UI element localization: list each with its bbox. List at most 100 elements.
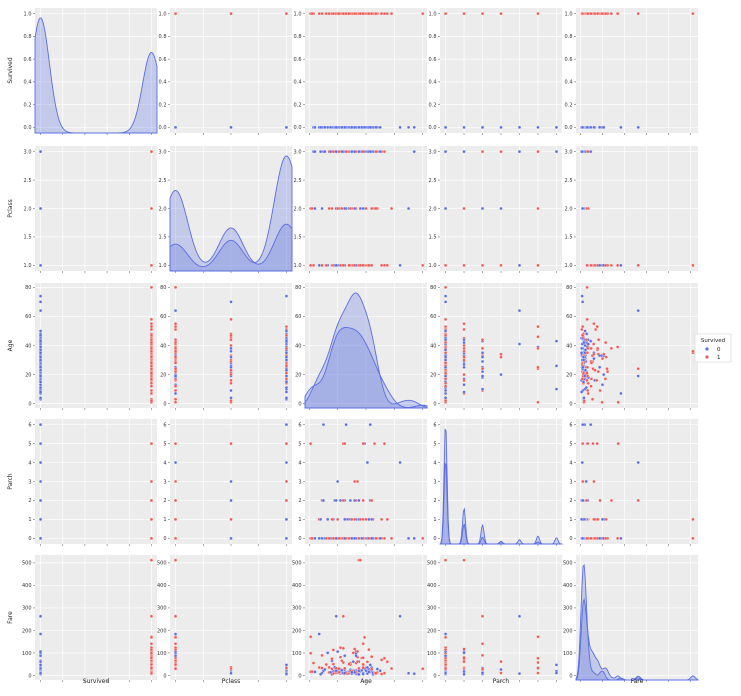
scatter-point [536, 335, 540, 339]
scatter-point [334, 669, 338, 673]
scatter-point [609, 346, 614, 351]
scatter-point [324, 263, 328, 267]
scatter-point [462, 358, 466, 362]
scatter-point [38, 308, 43, 313]
scatter-point [313, 536, 317, 540]
scatter-point [554, 387, 559, 391]
scatter-point [594, 327, 598, 332]
scatter-point [320, 666, 324, 670]
scatter-point [480, 374, 485, 378]
scatter-point [330, 206, 334, 211]
scatter-point [331, 648, 336, 652]
scatter-point [173, 635, 178, 640]
scatter-point [691, 536, 695, 540]
y-tick-label: 4 [163, 460, 166, 466]
scatter-point [370, 263, 374, 267]
y-tick-label: 300 [157, 606, 167, 612]
scatter-point [443, 371, 448, 375]
y-tick-label: 100 [563, 651, 573, 657]
scatter-point [149, 333, 154, 337]
y-tick-label: 1 [28, 517, 31, 523]
scatter-point [310, 12, 314, 16]
scatter-point [536, 150, 540, 154]
scatter-point [337, 150, 341, 154]
scatter-point [589, 384, 593, 388]
y-axis-label-fare: Fare [7, 611, 14, 624]
scatter-point [149, 361, 154, 365]
y-tick-label: 0.6 [294, 57, 302, 63]
scatter-point [480, 351, 485, 355]
scatter-point [345, 517, 350, 522]
scatter-point [536, 125, 540, 129]
scatter-point [310, 206, 314, 211]
scatter-point [229, 359, 233, 364]
y-tick-label: 0.0 [24, 125, 32, 131]
scatter-point [602, 125, 606, 129]
scatter-point [581, 479, 585, 484]
scatter-point [593, 368, 597, 372]
scatter-point [38, 654, 43, 658]
scatter-point [149, 327, 154, 332]
scatter-point [344, 423, 348, 427]
scatter-point [365, 460, 370, 465]
scatter-point [609, 12, 614, 16]
scatter-point [284, 517, 289, 522]
scatter-point [149, 317, 154, 321]
scatter-point [327, 536, 331, 540]
y-tick-label: 2.5 [565, 178, 573, 184]
scatter-point [38, 294, 43, 298]
scatter-point [331, 671, 336, 676]
scatter-point [149, 671, 154, 675]
scatter-point [284, 666, 289, 670]
y-tick-label: 0 [28, 536, 31, 542]
scatter-point [317, 12, 321, 16]
kde-series-0 [169, 155, 293, 272]
y-tick-label: 100 [157, 651, 167, 657]
scatter-point [499, 150, 503, 154]
scatter-point [149, 656, 154, 660]
scatter-point [324, 12, 328, 16]
scatter-point [536, 671, 540, 675]
scatter-point [616, 441, 620, 446]
scatter-point [361, 12, 365, 16]
scatter-point [581, 355, 586, 359]
scatter-point [592, 322, 596, 326]
panel-pclass-vs-parch: 1.0 1.5 2.0 2.5 3.0 [429, 146, 562, 273]
scatter-point [691, 517, 695, 522]
scatter-point [581, 380, 586, 384]
y-tick-label: 20 [566, 372, 572, 378]
scatter-point [585, 263, 589, 267]
y-tick-label: 1.0 [565, 263, 573, 269]
scatter-point [320, 206, 324, 211]
scatter-point [585, 332, 589, 336]
scatter-point [324, 662, 328, 667]
scatter-point [589, 361, 594, 365]
scatter-point [462, 12, 466, 16]
scatter-point [585, 285, 589, 290]
scatter-point [443, 329, 448, 333]
scatter-point [149, 150, 154, 154]
y-tick-label: 500 [563, 561, 573, 567]
scatter-point [372, 441, 377, 446]
scatter-point [499, 671, 503, 675]
scatter-point [362, 125, 367, 129]
scatter-point [229, 388, 233, 393]
scatter-point [443, 317, 448, 321]
scatter-point [355, 659, 360, 664]
scatter-point [284, 329, 289, 333]
y-tick-label: 100 [292, 651, 302, 657]
scatter-point [344, 12, 348, 16]
scatter-point [367, 647, 371, 652]
scatter-point [340, 150, 344, 154]
panel-parch-vs-pclass: 0 1 2 3 4 5 6 [163, 419, 292, 546]
scatter-point [589, 263, 593, 267]
scatter-point [636, 374, 640, 378]
y-tick-label: 3 [163, 479, 166, 485]
scatter-point [343, 666, 347, 670]
scatter-point [585, 125, 589, 129]
scatter-point [330, 517, 334, 522]
scatter-point [389, 666, 394, 671]
scatter-point [379, 263, 384, 267]
scatter-point [367, 517, 371, 522]
panel-survived-vs-age: 0.0 0.2 0.4 0.6 0.8 1.0 [294, 8, 427, 135]
